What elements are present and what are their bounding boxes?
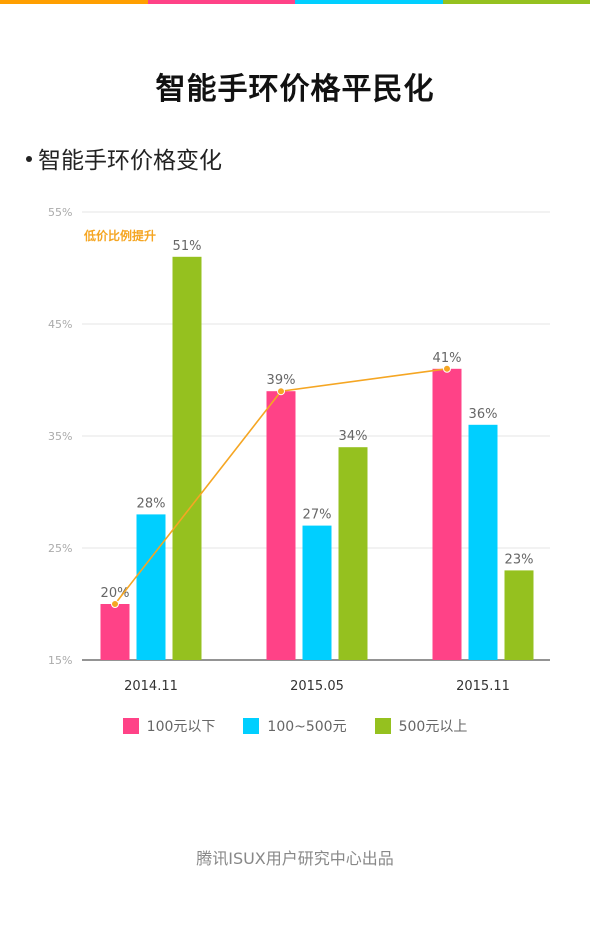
y-tick-label: 35% (48, 430, 72, 443)
data-label: 23% (505, 552, 534, 567)
data-label: 41% (433, 351, 462, 366)
data-label: 34% (339, 429, 368, 444)
y-tick-label: 45% (48, 318, 72, 331)
legend-item-1: 100元以下 (122, 716, 216, 736)
legend-swatch-3 (374, 718, 391, 734)
bar-3-2015.11 (504, 570, 534, 660)
legend-swatch-1 (122, 718, 139, 734)
bar-1-2015.05 (266, 391, 296, 660)
legend-label-2: 100~500元 (267, 719, 347, 735)
stripe-orange (0, 0, 148, 4)
page-title: 智能手环价格平民化 (155, 72, 435, 107)
legend-item-3: 500元以上 (374, 716, 468, 736)
legend-swatch-2 (243, 718, 260, 734)
x-tick-label: 2015.05 (290, 679, 344, 694)
stripe-cyan (295, 0, 443, 4)
bar-1-2014.11 (100, 604, 130, 660)
data-label: 39% (267, 373, 296, 388)
stripe-green (442, 0, 590, 4)
data-label: 28% (137, 496, 166, 511)
bar-1-2015.11 (432, 368, 462, 660)
trend-point (443, 364, 451, 373)
footer-credit: 腾讯ISUX用户研究中心出品 (196, 849, 394, 868)
bar-3-2014.11 (172, 256, 202, 660)
y-tick-label: 25% (48, 542, 72, 555)
data-label: 27% (303, 508, 332, 523)
legend-label-3: 500元以上 (398, 719, 468, 735)
bullet-icon (26, 155, 32, 162)
y-tick-label: 15% (48, 654, 72, 667)
data-label: 36% (469, 407, 498, 422)
x-tick-label: 2015.11 (456, 679, 510, 694)
section-heading-text: 智能手环价格变化 (38, 148, 222, 174)
bar-3-2015.05 (338, 447, 368, 660)
trend-point (277, 387, 285, 396)
bar-2-2015.11 (468, 424, 498, 660)
chart-legend: 100元以下 100~500元 500元以上 (0, 716, 590, 736)
legend-item-2: 100~500元 (243, 716, 347, 736)
annotation-label: 低价比例提升 (83, 228, 156, 243)
bar-2-2014.11 (136, 514, 166, 660)
trend-point (111, 600, 119, 608)
x-tick-label: 2014.11 (124, 679, 178, 694)
data-label: 20% (101, 586, 130, 601)
y-tick-label: 55% (48, 206, 72, 219)
legend-label-1: 100元以下 (146, 719, 216, 735)
section-heading: 智能手环价格变化 (26, 141, 222, 175)
bar-2-2015.05 (302, 525, 332, 660)
data-label: 51% (173, 239, 202, 254)
stripe-pink (147, 0, 295, 4)
bar-chart: 15% 25% 35% 45% 55% 20% 39% 41% 28% 27% 36% 51% 34% 2… (48, 206, 550, 694)
color-stripe (0, 0, 590, 4)
